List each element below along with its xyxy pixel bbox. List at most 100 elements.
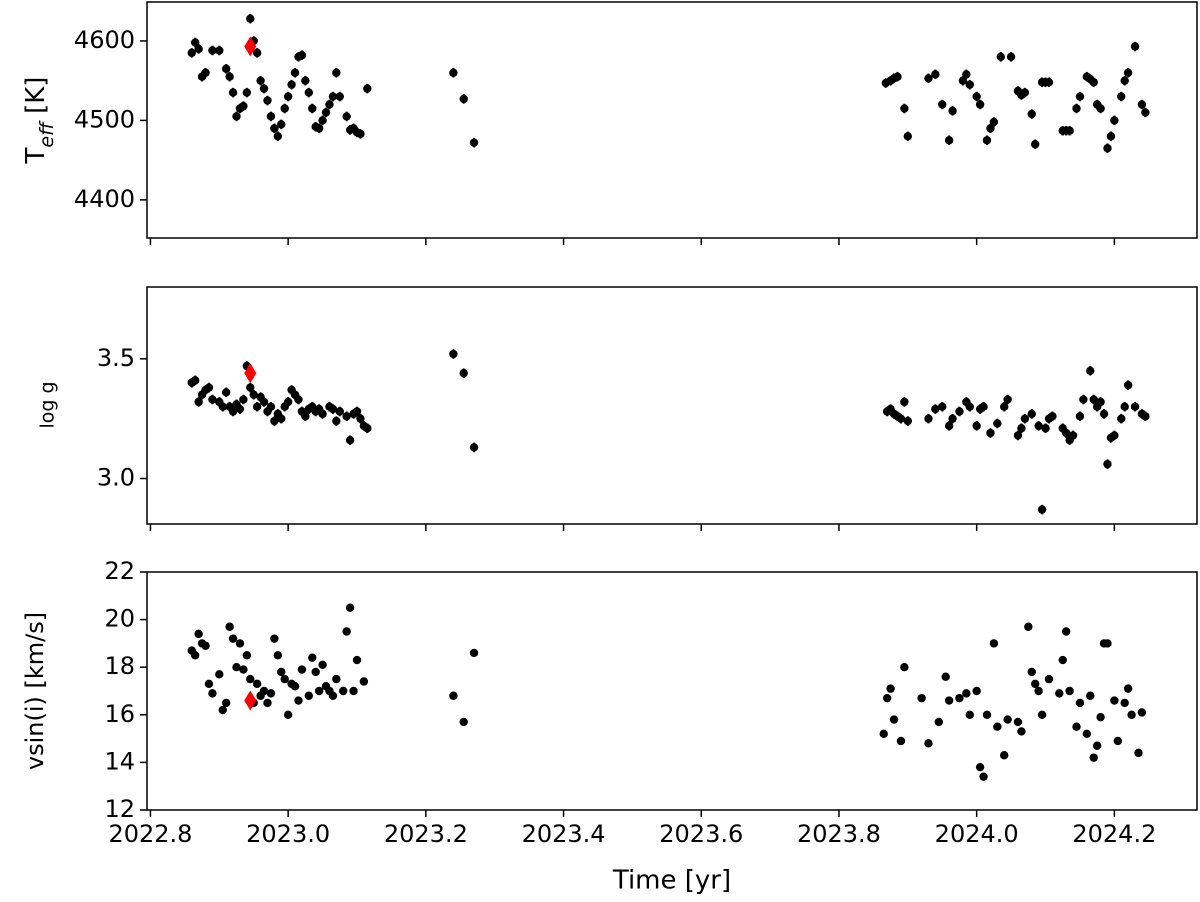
data-point — [965, 710, 974, 719]
data-point — [1110, 696, 1119, 705]
data-point — [263, 96, 272, 105]
y-tick-label: 22 — [104, 557, 135, 585]
data-point — [252, 679, 262, 689]
data-point — [1117, 414, 1126, 423]
data-point — [1065, 126, 1074, 135]
data-point — [1086, 366, 1095, 375]
data-point — [208, 689, 217, 698]
data-point — [1003, 715, 1012, 724]
data-point — [280, 674, 289, 684]
x-tick-label: 2023.6 — [659, 820, 743, 848]
data-point — [228, 407, 238, 416]
data-point — [232, 663, 241, 672]
data-point — [318, 116, 327, 125]
data-point — [342, 627, 351, 636]
data-point — [993, 419, 1002, 428]
data-point — [1020, 88, 1030, 97]
data-point — [1013, 717, 1023, 727]
y-label-part: T — [21, 147, 51, 164]
data-point — [187, 48, 196, 58]
data-point — [469, 648, 479, 658]
data-point — [242, 88, 252, 97]
data-point — [356, 129, 365, 139]
data-point — [1034, 421, 1043, 431]
data-point — [965, 80, 974, 89]
data-point — [318, 409, 327, 419]
data-point — [246, 14, 255, 23]
data-point — [335, 92, 344, 101]
x-tick-label: 2023.4 — [522, 820, 606, 848]
data-point — [263, 698, 272, 708]
data-point — [277, 414, 286, 423]
data-point — [201, 68, 210, 77]
data-point — [1000, 402, 1009, 411]
data-point — [1137, 708, 1147, 717]
data-point — [903, 132, 913, 141]
data-point — [449, 68, 458, 77]
data-point — [972, 421, 981, 431]
data-point — [944, 136, 954, 145]
y-tick-label: 3.0 — [97, 464, 135, 492]
data-point — [232, 112, 241, 121]
x-tick-label: 2022.8 — [108, 820, 192, 848]
data-point — [1030, 679, 1040, 689]
data-point — [249, 390, 258, 399]
y-tick-label: 4400 — [74, 185, 135, 213]
data-point — [1044, 78, 1054, 87]
x-tick-label: 2024.0 — [935, 820, 1019, 848]
data-point — [931, 70, 940, 79]
data-point — [1113, 736, 1123, 746]
data-point — [924, 414, 933, 423]
data-point — [917, 693, 926, 703]
data-point — [252, 402, 262, 411]
data-point — [259, 686, 269, 696]
data-point — [1086, 691, 1095, 700]
data-point — [469, 443, 479, 452]
data-point — [215, 46, 224, 55]
data-point — [208, 46, 217, 55]
data-point — [246, 383, 255, 392]
data-point — [1106, 132, 1116, 141]
y-axis-label: log g — [37, 381, 59, 428]
data-point — [221, 698, 231, 708]
data-point — [993, 722, 1002, 731]
data-point — [277, 120, 286, 129]
data-point — [335, 407, 344, 416]
y-label-part: [K] — [21, 77, 51, 123]
data-point — [270, 416, 279, 426]
data-point — [283, 397, 293, 407]
data-point — [1120, 402, 1129, 411]
data-point — [1137, 100, 1147, 109]
data-point — [190, 38, 200, 47]
data-point — [1075, 92, 1085, 101]
data-point — [304, 691, 314, 700]
data-point — [1013, 431, 1023, 440]
data-point — [1006, 52, 1016, 62]
data-point — [328, 92, 338, 101]
data-point — [962, 70, 971, 79]
data-point — [352, 407, 362, 416]
data-point — [242, 651, 252, 660]
data-point — [239, 101, 248, 111]
data-point — [1123, 380, 1133, 390]
data-point — [194, 629, 203, 639]
data-point — [924, 74, 933, 83]
data-point — [1110, 116, 1119, 125]
data-point — [273, 132, 283, 141]
data-point — [972, 92, 981, 101]
data-point — [287, 80, 296, 89]
data-point — [345, 436, 355, 445]
data-point — [1130, 402, 1140, 411]
data-point — [318, 660, 327, 670]
data-point — [972, 686, 981, 696]
y-tick-label: 4500 — [74, 105, 135, 133]
x-tick-label: 2023.2 — [384, 820, 468, 848]
data-point — [900, 104, 909, 113]
data-point — [900, 663, 909, 672]
data-point — [944, 421, 954, 431]
data-point — [1089, 753, 1098, 762]
data-point — [934, 717, 944, 727]
y-tick-label: 4600 — [74, 26, 135, 54]
data-point — [225, 72, 234, 81]
data-point — [459, 94, 468, 104]
